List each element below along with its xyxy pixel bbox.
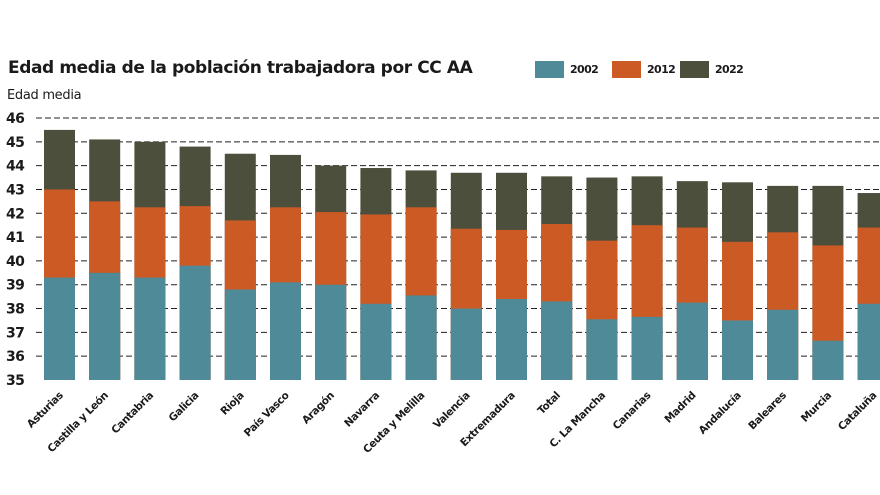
- x-tick-label: Baleares: [746, 390, 789, 433]
- bar-2002: [857, 303, 880, 380]
- y-tick-label: 40: [6, 254, 25, 270]
- x-tick-label: Valencia: [431, 389, 473, 431]
- y-tick-label: 42: [6, 206, 24, 222]
- x-tick-label: Rioja: [218, 389, 246, 417]
- y-tick-label: 38: [6, 302, 24, 318]
- y-tick-label: 43: [6, 182, 24, 198]
- bar-2002: [224, 289, 256, 380]
- y-axis: 35 36 37 38 39 40 41 42 43 44 45 46: [6, 111, 26, 389]
- bar-2002: [676, 302, 708, 380]
- x-tick-label: País Vasco: [242, 390, 292, 440]
- bar-2002: [631, 316, 663, 380]
- bars: [44, 129, 880, 380]
- x-tick-label: Madrid: [662, 390, 698, 426]
- legend-item-2002: 2002: [535, 60, 599, 78]
- x-tick-label: Total: [535, 390, 562, 417]
- bar-2002: [360, 303, 392, 380]
- bar-2002: [496, 299, 527, 380]
- legend-label-2002: 2002: [570, 62, 599, 76]
- chart-title: Edad media de la población trabajadora p…: [8, 58, 473, 78]
- y-tick-label: 36: [6, 349, 24, 365]
- legend-label-2012: 2012: [647, 62, 676, 76]
- legend-swatch-2022: [680, 60, 709, 78]
- x-tick-label: Asturias: [25, 390, 66, 431]
- bar-2002: [450, 308, 482, 380]
- legend-item-2012: 2012: [612, 60, 676, 78]
- legend-swatch-2012: [612, 60, 641, 78]
- y-tick-label: 41: [6, 230, 24, 246]
- x-tick-label: Aragón: [300, 390, 337, 427]
- y-tick-label: 44: [6, 159, 25, 175]
- bar-2002: [134, 277, 166, 380]
- x-tick-label: Canarias: [611, 390, 654, 433]
- x-tick-label: Navarra: [342, 389, 382, 429]
- y-tick-label: 37: [6, 325, 24, 341]
- bar-2002: [812, 340, 844, 380]
- x-tick-label: Andalucía: [697, 389, 744, 436]
- y-tick-label: 35: [6, 373, 24, 389]
- bar-2002: [270, 282, 301, 380]
- bar-2002: [89, 272, 121, 380]
- bar-2002: [179, 265, 211, 380]
- bar-2002: [44, 277, 75, 380]
- bar-2002: [722, 320, 753, 380]
- bar-2002: [767, 309, 799, 380]
- legend-label-2022: 2022: [715, 62, 744, 76]
- y-tick-label: 45: [6, 135, 24, 151]
- y-axis-label: Edad media: [7, 88, 82, 103]
- bar-2002: [541, 301, 573, 380]
- bar-2002: [586, 319, 618, 380]
- x-tick-label: Cantabria: [109, 389, 156, 436]
- x-tick-label: Murcia: [799, 389, 834, 424]
- legend-swatch-2002: [535, 60, 564, 78]
- bar-2002: [315, 284, 347, 380]
- legend-item-2022: 2022: [680, 60, 744, 78]
- bar-2002: [405, 295, 437, 380]
- y-tick-label: 39: [6, 278, 24, 294]
- x-tick-label: Cataluña: [836, 389, 880, 433]
- x-tick-label: Galicia: [167, 389, 202, 424]
- y-tick-label: 46: [6, 111, 24, 127]
